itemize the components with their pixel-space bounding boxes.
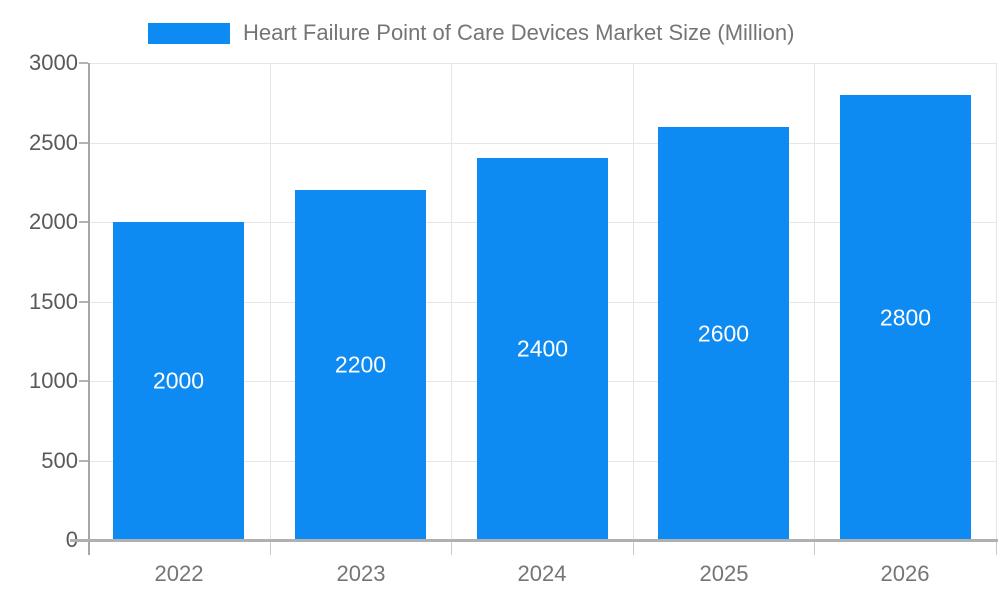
x-tick-mark	[996, 540, 997, 555]
y-tick-label: 2500	[29, 129, 78, 155]
y-tick-label: 500	[41, 447, 78, 473]
bar-2026: 2800	[840, 95, 971, 540]
y-tick-label: 0	[8, 529, 78, 551]
y-axis-line	[88, 63, 90, 555]
v-gridline	[270, 63, 271, 540]
bar-2022: 2000	[113, 222, 244, 540]
y-tick-mark	[79, 300, 88, 303]
x-tick-mark	[270, 540, 271, 555]
y-tick-mark	[79, 221, 88, 223]
bar-value-label: 2400	[516, 335, 569, 362]
x-tick-mark	[633, 540, 634, 555]
y-tick-mark	[79, 380, 88, 382]
x-tick-label: 2025	[699, 561, 749, 586]
x-tick-mark	[814, 540, 815, 555]
bar-2023: 2200	[295, 190, 426, 540]
bar-2024: 2400	[477, 158, 608, 540]
bar-value-label: 2000	[152, 367, 205, 394]
v-gridline	[814, 63, 815, 540]
y-tick-label: 1500	[29, 288, 78, 314]
legend-label: Heart Failure Point of Care Devices Mark…	[243, 20, 795, 45]
plot-area: 2000 2200 2400 2600 2800	[88, 63, 997, 540]
v-gridline	[996, 63, 997, 540]
h-gridline	[88, 63, 996, 64]
bar-2025: 2600	[658, 127, 789, 540]
x-tick-label: 2024	[517, 561, 567, 586]
y-tick-mark	[79, 141, 88, 144]
y-tick-mark	[79, 459, 88, 462]
x-axis-line	[70, 539, 998, 542]
legend-item[interactable]: Heart Failure Point of Care Devices Mark…	[148, 18, 794, 48]
y-tick-label: 1000	[29, 368, 78, 393]
x-tick-label: 2022	[154, 561, 204, 586]
x-tick-label: 2023	[336, 561, 386, 586]
bar-value-label: 2200	[334, 351, 387, 378]
x-tick-label: 2026	[880, 561, 930, 586]
legend-color-swatch	[148, 22, 230, 44]
y-tick-label: 2000	[29, 209, 78, 234]
bar-value-label: 2800	[879, 304, 932, 330]
v-gridline	[633, 63, 634, 540]
x-tick-mark	[451, 540, 452, 555]
y-tick-label: 3000	[29, 50, 78, 75]
bar-value-label: 2600	[697, 320, 750, 346]
h-gridline	[88, 142, 996, 144]
v-gridline	[451, 63, 452, 540]
y-tick-mark	[79, 62, 88, 64]
